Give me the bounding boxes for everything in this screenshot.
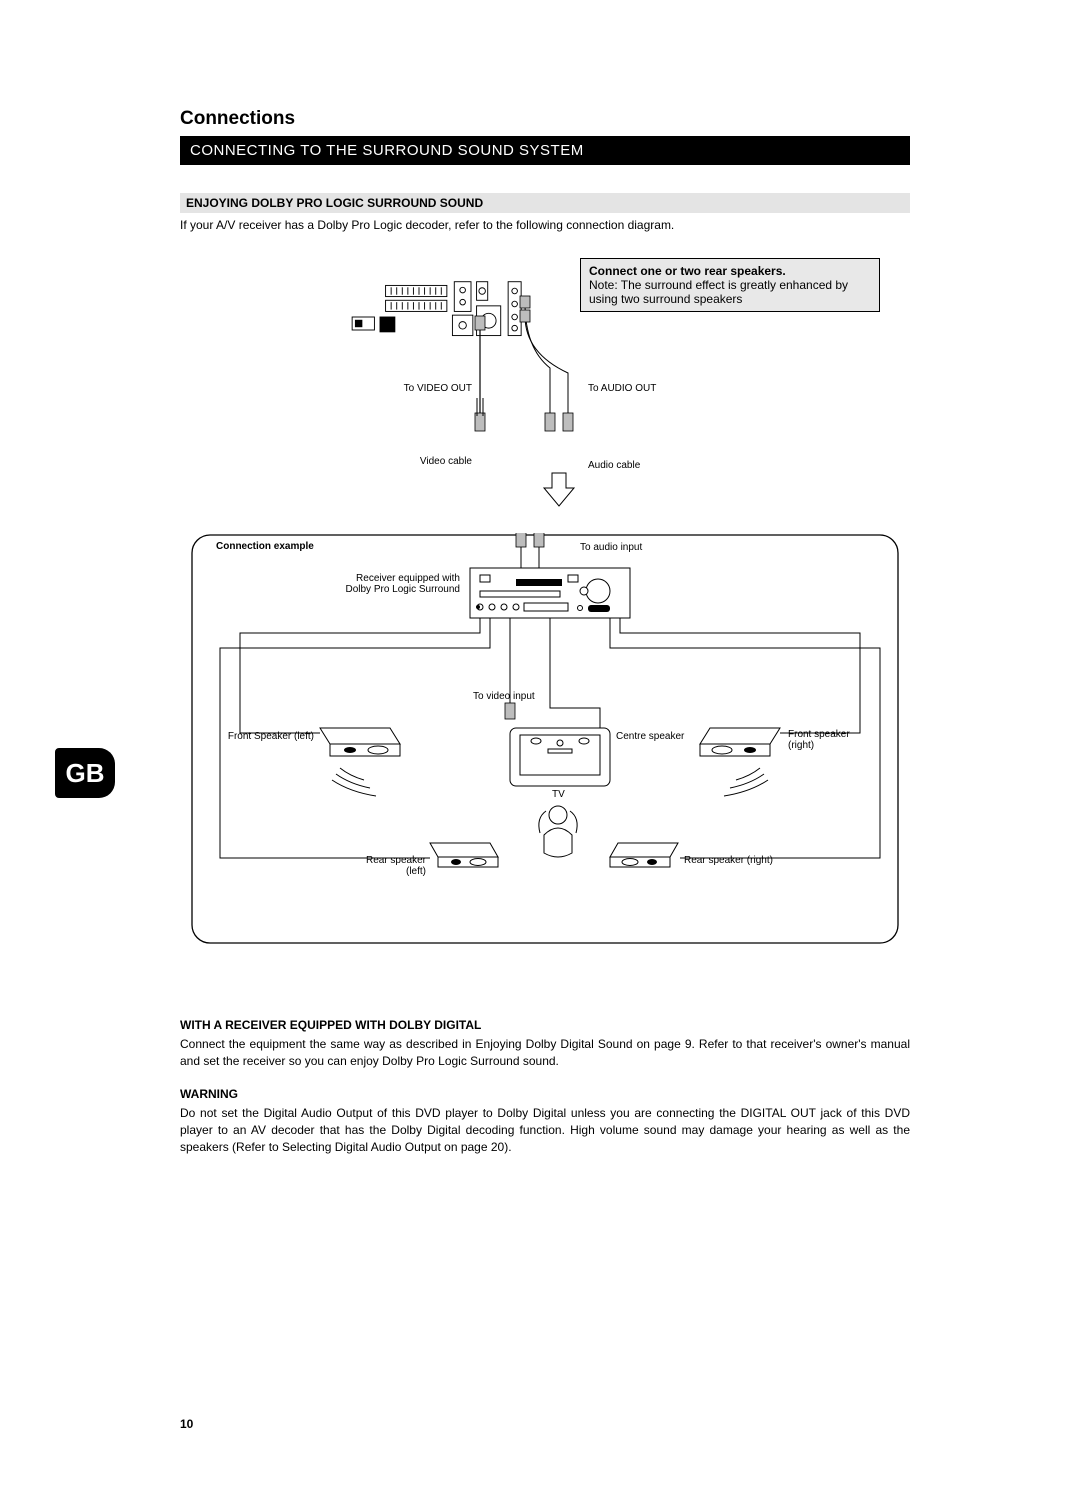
language-badge: GB bbox=[55, 748, 115, 798]
label-front-right-l2: (right) bbox=[788, 740, 814, 751]
label-front-left: Front Speaker (left) bbox=[226, 731, 314, 742]
warning-heading: WARNING bbox=[180, 1087, 910, 1101]
page-title: Connections bbox=[180, 108, 910, 130]
label-to-audio-input: To audio input bbox=[580, 542, 642, 553]
label-video-out: To VIDEO OUT bbox=[400, 383, 472, 394]
section2-body: Connect the equipment the same way as de… bbox=[180, 1036, 910, 1070]
label-tv: TV bbox=[552, 789, 565, 800]
language-badge-label: GB bbox=[66, 758, 105, 789]
label-receiver: Receiver equipped with Dolby Pro Logic S… bbox=[340, 573, 460, 595]
label-rear-left: Rear speaker (left) bbox=[344, 855, 426, 877]
page-number: 10 bbox=[180, 1417, 193, 1431]
subsection-heading: ENJOYING DOLBY PRO LOGIC SURROUND SOUND bbox=[180, 193, 910, 213]
label-rear-right: Rear speaker (right) bbox=[684, 855, 773, 866]
section-title-bar: CONNECTING TO THE SURROUND SOUND SYSTEM bbox=[180, 136, 910, 165]
label-audio-out: To AUDIO OUT bbox=[588, 383, 656, 394]
label-receiver-l1: Receiver equipped with bbox=[356, 573, 460, 584]
label-connection-example: Connection example bbox=[216, 541, 314, 552]
section2-heading: WITH A RECEIVER EQUIPPED WITH DOLBY DIGI… bbox=[180, 1018, 910, 1032]
label-video-cable: Video cable bbox=[414, 456, 472, 467]
label-to-video-input: To video input bbox=[473, 691, 535, 702]
page-content: Connections CONNECTING TO THE SURROUND S… bbox=[180, 108, 910, 1164]
upper-cables bbox=[180, 258, 910, 558]
warning-body: Do not set the Digital Audio Output of t… bbox=[180, 1105, 910, 1155]
label-centre: Centre speaker bbox=[616, 731, 684, 742]
intro-text: If your A/V receiver has a Dolby Pro Log… bbox=[180, 217, 910, 234]
label-front-right: Front speaker (right) bbox=[788, 729, 850, 751]
label-audio-cable: Audio cable bbox=[588, 460, 640, 471]
label-receiver-l2: Dolby Pro Logic Surround bbox=[345, 584, 460, 595]
connection-example-box: Connection example Receiver equipped wit… bbox=[180, 533, 910, 953]
connection-diagram: Connect one or two rear speakers. Note: … bbox=[180, 258, 910, 958]
label-front-right-l1: Front speaker bbox=[788, 729, 850, 740]
